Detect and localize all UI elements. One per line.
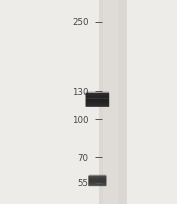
Bar — [88, 175, 106, 176]
Bar — [103, 0, 118, 204]
Bar — [86, 102, 109, 103]
FancyBboxPatch shape — [88, 176, 107, 186]
Text: 130: 130 — [72, 87, 88, 96]
Bar — [88, 177, 106, 178]
Bar — [86, 95, 109, 96]
Text: 70: 70 — [78, 153, 88, 162]
Bar — [88, 176, 106, 177]
Bar — [86, 92, 109, 93]
Text: 250: 250 — [72, 18, 88, 27]
Bar — [86, 96, 109, 97]
Bar — [86, 108, 109, 109]
Bar — [88, 182, 106, 183]
Bar — [99, 0, 127, 204]
Bar — [86, 100, 109, 101]
Bar — [86, 98, 109, 99]
Bar — [88, 180, 106, 181]
Bar — [88, 186, 106, 187]
Bar — [86, 97, 109, 98]
FancyBboxPatch shape — [85, 93, 109, 107]
Bar — [88, 184, 106, 185]
Bar — [86, 91, 109, 92]
Bar — [88, 185, 106, 186]
Text: 100: 100 — [72, 115, 88, 124]
Bar — [86, 93, 109, 94]
Bar — [86, 104, 109, 105]
Bar — [86, 106, 109, 107]
Bar — [86, 105, 109, 106]
Bar — [86, 103, 109, 104]
Bar — [88, 183, 106, 184]
Bar — [88, 174, 106, 175]
Bar — [88, 179, 106, 180]
Bar — [86, 107, 109, 108]
Bar — [88, 181, 106, 182]
Bar — [86, 99, 109, 100]
Bar — [88, 178, 106, 179]
Text: 55: 55 — [78, 178, 88, 187]
Bar — [86, 101, 109, 102]
Bar — [86, 94, 109, 95]
